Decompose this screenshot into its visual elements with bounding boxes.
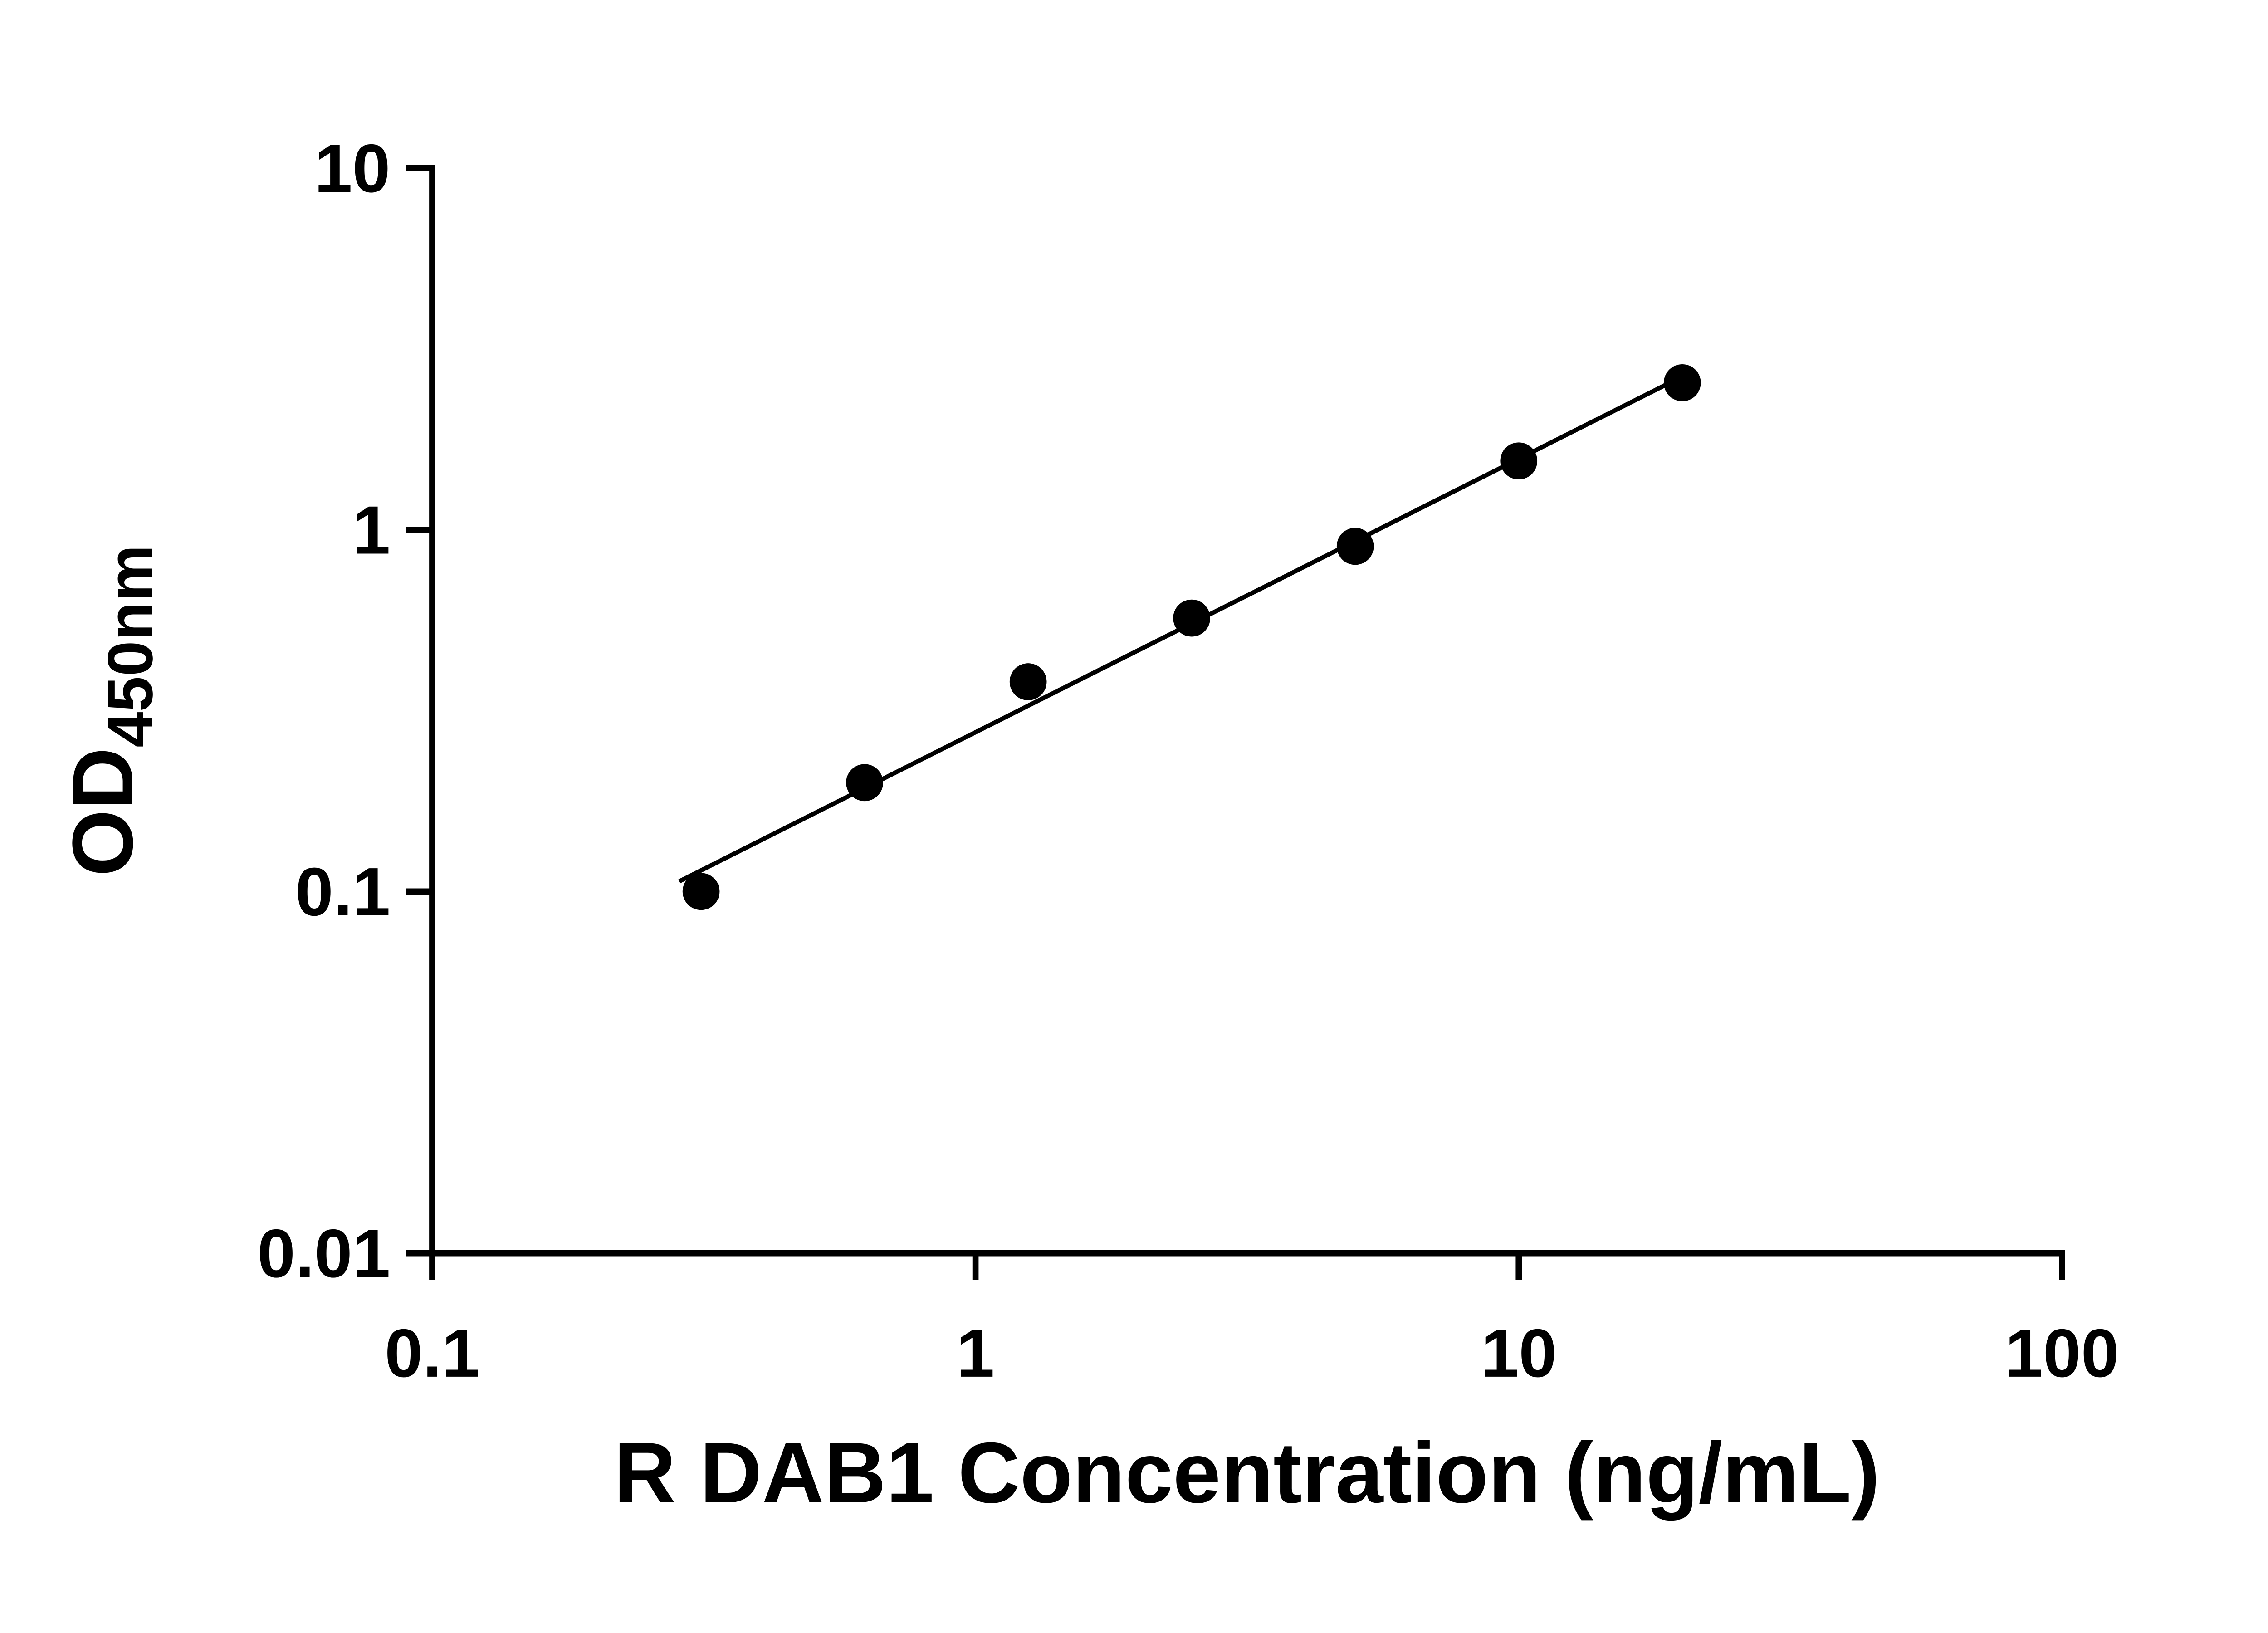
x-axis-tick-label: 0.1 — [385, 1315, 479, 1391]
data-point-marker — [682, 873, 720, 910]
x-axis-tick-label: 10 — [1481, 1315, 1557, 1391]
y-axis-title: OD450nm — [55, 545, 166, 876]
data-point-marker — [1173, 599, 1211, 637]
y-axis-tick-label: 1 — [352, 492, 391, 568]
data-point-marker — [1336, 528, 1374, 565]
x-axis-title: R DAB1 Concentration (ng/mL) — [614, 1425, 1880, 1521]
y-axis-title-subscript: 450nm — [94, 545, 166, 748]
plot-layer: 0.1 1 10 100 0.01 0.1 1 10 — [257, 130, 2119, 1391]
y-axis-title-main: OD — [55, 748, 151, 876]
data-point-marker — [846, 764, 883, 802]
x-axis-tick-label: 1 — [957, 1315, 995, 1391]
x-axis-tick-label: 100 — [2005, 1315, 2119, 1391]
y-axis-tick-label: 0.1 — [295, 854, 391, 930]
data-point-marker — [1009, 663, 1047, 700]
data-point-marker — [1663, 364, 1701, 401]
axes-spines — [429, 165, 2065, 1257]
y-axis-tick-label: 10 — [314, 130, 391, 206]
y-axis-tick-label: 0.01 — [257, 1215, 390, 1291]
data-point-marker — [1500, 442, 1538, 480]
